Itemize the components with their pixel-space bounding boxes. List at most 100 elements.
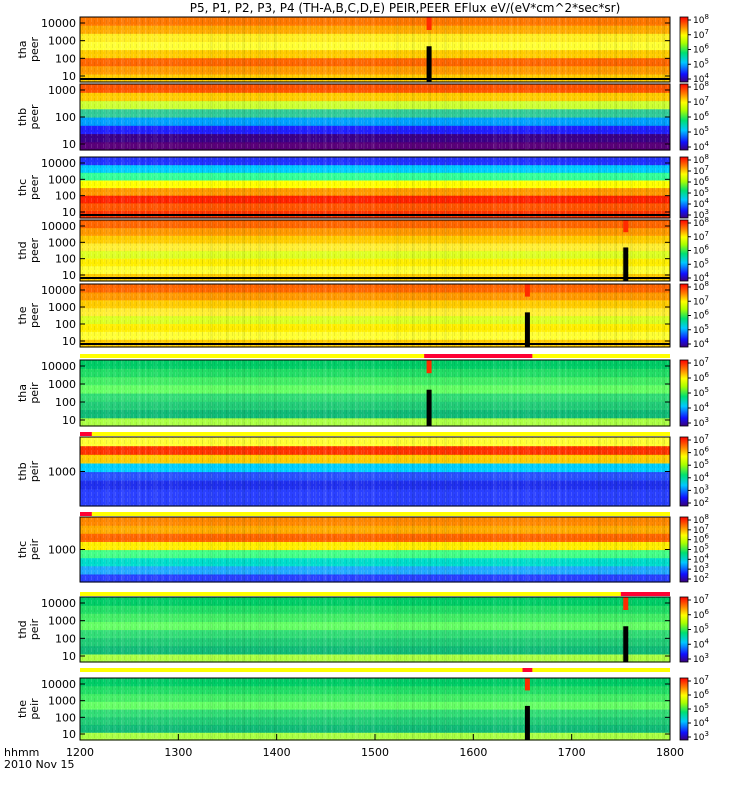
colorbar-tick-label: 106	[693, 371, 709, 384]
colorbar-tick-label: 107	[693, 674, 709, 687]
colorbar-tick-label: 106	[693, 309, 709, 322]
time-axis-label: hhmm	[4, 746, 39, 759]
heatmap-texture	[80, 678, 670, 740]
colorbar	[679, 16, 689, 83]
x-tick-label: 1700	[558, 746, 586, 759]
data-gap-cap	[623, 597, 629, 610]
panel-ylabel: tha	[16, 384, 29, 402]
heatmap-texture	[80, 157, 670, 218]
y-tick-label: 1000	[48, 544, 76, 557]
colorbar-tick-label: 107	[693, 230, 709, 243]
y-tick-label: 1000	[48, 35, 76, 48]
y-tick-label: 100	[55, 52, 76, 65]
colorbar	[679, 219, 689, 282]
data-gap	[623, 247, 629, 281]
data-gap	[426, 46, 432, 82]
panel-ylabel: the	[16, 700, 29, 718]
panel-ylabel: thb	[16, 462, 29, 480]
data-gap	[524, 312, 530, 347]
y-tick-label: 100	[55, 190, 76, 203]
y-tick-label: 10000	[41, 597, 76, 610]
y-tick-label: 100	[55, 711, 76, 724]
y-tick-label: 10	[62, 138, 76, 151]
y-tick-label: 1000	[48, 236, 76, 249]
panel-ylabel: peer	[28, 303, 41, 329]
colorbar	[679, 359, 689, 427]
x-tick-label: 1400	[263, 746, 291, 759]
x-tick-label: 1600	[459, 746, 487, 759]
colorbar-tick-label: 103	[693, 483, 709, 496]
colorbar-tick-label: 106	[693, 43, 709, 56]
panel-ylabel: peer	[28, 238, 41, 264]
y-tick-label: 10000	[41, 360, 76, 373]
x-tick-label: 1800	[656, 746, 684, 759]
colorbar-tick-label: 107	[693, 593, 709, 606]
colorbar-tick-label: 103	[693, 416, 709, 429]
colorbar	[679, 596, 689, 663]
panel-ylabel: peer	[28, 104, 41, 130]
heatmap-texture	[80, 220, 670, 281]
mode-bar	[80, 432, 670, 436]
colorbar-tick-label: 104	[693, 471, 709, 484]
y-tick-label: 10	[62, 269, 76, 282]
y-tick-label: 10	[62, 70, 76, 83]
colorbar	[679, 156, 689, 219]
panel-frame	[79, 283, 671, 348]
panel-ylabel: peir	[28, 618, 41, 640]
y-tick-label: 100	[55, 318, 76, 331]
colorbar-tick-label: 104	[693, 401, 709, 414]
data-gap-cap	[426, 360, 432, 374]
mode-bar-segment	[80, 512, 92, 516]
figure-title: P5, P1, P2, P3, P4 (TH-A,B,C,D,E) PEIR,P…	[190, 1, 621, 15]
mode-bar	[80, 512, 670, 516]
colorbar-tick-label: 105	[693, 623, 709, 636]
y-tick-label: 10	[62, 650, 76, 663]
colorbar-tick-label: 105	[693, 125, 709, 138]
colorbar-tick-label: 106	[693, 688, 709, 701]
x-tick-label: 1500	[361, 746, 389, 759]
data-gap-cap	[623, 220, 629, 233]
panel-ylabel: thb	[16, 108, 29, 126]
colorbar-tick-label: 104	[693, 637, 709, 650]
panel-ylabel: peir	[28, 460, 41, 482]
colorbar-tick-label: 107	[693, 95, 709, 108]
data-gap	[426, 389, 432, 426]
y-tick-label: 100	[55, 111, 76, 124]
x-tick-label: 1300	[164, 746, 192, 759]
mode-bar-segment	[522, 668, 533, 672]
colorbar-tick-label: 104	[693, 337, 709, 350]
panel-frame	[79, 16, 671, 83]
colorbar	[679, 516, 689, 583]
date-label: 2010 Nov 15	[4, 758, 74, 771]
colorbar-tick-label: 105	[693, 257, 709, 270]
heatmap-texture	[80, 597, 670, 662]
colorbar-tick-label: 106	[693, 446, 709, 459]
panel-ylabel: thc	[16, 541, 29, 558]
y-tick-label: 10000	[41, 17, 76, 30]
y-tick-label: 10	[62, 728, 76, 741]
y-tick-label: 10000	[41, 284, 76, 297]
y-tick-label: 1000	[48, 173, 76, 186]
colorbar	[679, 436, 689, 507]
panel-ylabel: thd	[16, 620, 29, 638]
y-tick-label: 10000	[41, 220, 76, 233]
colorbar-tick-label: 107	[693, 294, 709, 307]
y-tick-label: 100	[55, 253, 76, 266]
data-gap	[524, 705, 530, 740]
colorbar-tick-label: 103	[693, 652, 709, 665]
y-tick-label: 10	[62, 335, 76, 348]
colorbar-tick-label: 107	[693, 433, 709, 446]
colorbar-tick-label: 106	[693, 608, 709, 621]
panel-ylabel: peir	[28, 538, 41, 560]
y-tick-label: 1000	[48, 84, 76, 97]
panel-ylabel: peer	[28, 175, 41, 201]
colorbar-tick-label: 105	[693, 323, 709, 336]
